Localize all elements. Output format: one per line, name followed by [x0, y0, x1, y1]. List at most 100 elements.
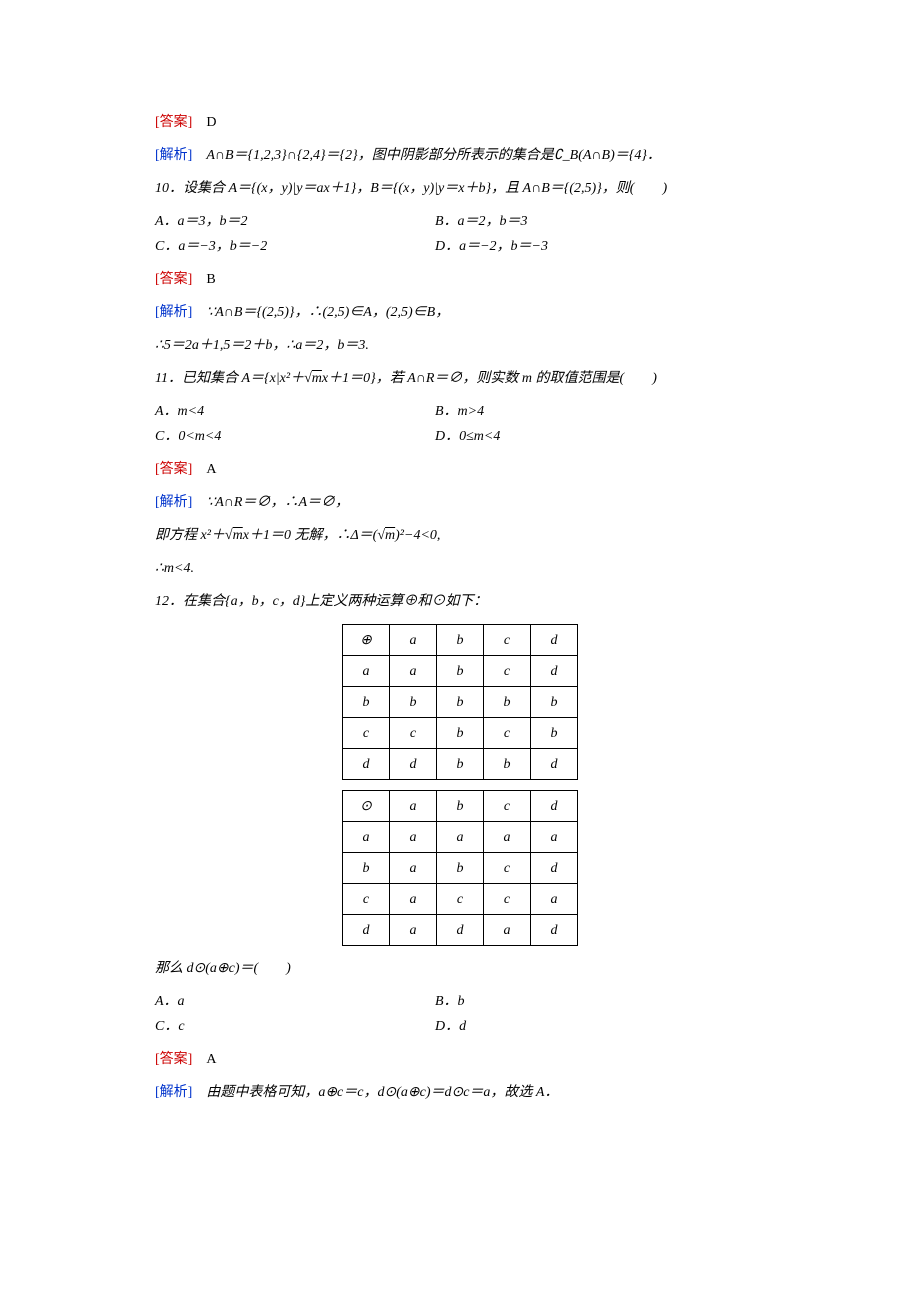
q12-table-dot: ⊙abcdaaaaababcdcaccadadad: [342, 790, 578, 946]
q12-optC: C．c: [155, 1016, 435, 1037]
q12-table-plus: ⊕abcdaabcdbbbbbccbcbddbbd: [342, 624, 578, 780]
table-cell: a: [390, 884, 437, 915]
q11-a2-post: )²−4<0,: [395, 528, 440, 543]
table-cell: c: [437, 884, 484, 915]
table-cell: d: [437, 915, 484, 946]
table-cell: a: [531, 884, 578, 915]
table-cell: a: [390, 822, 437, 853]
table-cell: c: [484, 718, 531, 749]
q11-a2-mid: x＋1＝0 无解，∴Δ＝(: [243, 528, 378, 543]
table-cell: c: [343, 884, 390, 915]
q11-stem-sqrt: m: [312, 371, 322, 386]
table-cell: c: [343, 718, 390, 749]
q11-optA: A．m<4: [155, 401, 435, 422]
q12-optB: B．b: [435, 991, 765, 1012]
q11-analysis3: ∴m<4.: [155, 558, 765, 579]
document-page: [答案] D [解析] A∩B＝{1,2,3}∩{2,4}＝{2}，图中阴影部分…: [0, 0, 920, 1302]
answer-label: [答案]: [155, 1052, 192, 1067]
q11-options-row1: A．m<4 B．m>4: [155, 401, 765, 422]
q11-optD: D．0≤m<4: [435, 426, 765, 447]
table-header-cell: b: [437, 625, 484, 656]
table-cell: a: [484, 822, 531, 853]
table-header-cell: b: [437, 791, 484, 822]
q12-analysis: [解析] 由题中表格可知，a⊕c＝c，d⊙(a⊕c)＝d⊙c＝a，故选 A．: [155, 1082, 765, 1103]
table-header-cell: a: [390, 625, 437, 656]
table-cell: d: [531, 853, 578, 884]
table-cell: b: [343, 853, 390, 884]
prev-analysis-line: [解析] A∩B＝{1,2,3}∩{2,4}＝{2}，图中阴影部分所表示的集合是…: [155, 145, 765, 166]
table-cell: b: [390, 687, 437, 718]
answer-label: [答案]: [155, 462, 192, 477]
q11-options-row2: C．0<m<4 D．0≤m<4: [155, 426, 765, 447]
table-header-cell: a: [390, 791, 437, 822]
table-cell: b: [484, 749, 531, 780]
q10-options-row1: A．a＝3，b＝2 B．a＝2，b＝3: [155, 211, 765, 232]
table-cell: b: [531, 687, 578, 718]
table-cell: b: [531, 718, 578, 749]
table-cell: b: [484, 687, 531, 718]
table-cell: a: [484, 915, 531, 946]
q11-a2-pre: 即方程 x²＋: [155, 528, 225, 543]
prev-answer-line: [答案] D: [155, 112, 765, 133]
table-cell: d: [390, 749, 437, 780]
table-cell: a: [343, 656, 390, 687]
q12-answer: A: [206, 1052, 216, 1067]
q10-answer: B: [206, 272, 215, 287]
table-header-cell: c: [484, 625, 531, 656]
q11-a2-sqrt2: m: [385, 528, 395, 543]
q12-optD: D．d: [435, 1016, 765, 1037]
table-cell: c: [390, 718, 437, 749]
q10-answer-line: [答案] B: [155, 269, 765, 290]
analysis-label: [解析]: [155, 148, 192, 163]
table-cell: c: [484, 656, 531, 687]
analysis-label: [解析]: [155, 1085, 192, 1100]
q10-analysis1: [解析] ∵A∩B＝{(2,5)}，∴(2,5)∈A，(2,5)∈B，: [155, 302, 765, 323]
table-cell: c: [484, 853, 531, 884]
q12-options-row1: A．a B．b: [155, 991, 765, 1012]
q11-answer: A: [206, 462, 216, 477]
q11-stem-post: x＋1＝0}，若 A∩R＝∅，则实数 m 的取值范围是( ): [322, 371, 657, 386]
table-header-cell: c: [484, 791, 531, 822]
prev-analysis-text: A∩B＝{1,2,3}∩{2,4}＝{2}，图中阴影部分所表示的集合是∁_B(A…: [206, 148, 661, 163]
table-cell: a: [390, 656, 437, 687]
q11-analysis1: [解析] ∵A∩R＝∅，∴A＝∅，: [155, 492, 765, 513]
q11-optB: B．m>4: [435, 401, 765, 422]
table-cell: d: [531, 656, 578, 687]
q11-stem-pre: 11．已知集合 A＝{x|x²＋: [155, 371, 304, 386]
table-cell: b: [437, 718, 484, 749]
q12-answer-line: [答案] A: [155, 1049, 765, 1070]
table-header-cell: d: [531, 791, 578, 822]
q12-stem-text: 12．在集合{a，b，c，d}上定义两种运算⊕和⊙如下：: [155, 594, 487, 609]
q11-optC: C．0<m<4: [155, 426, 435, 447]
q11-stem: 11．已知集合 A＝{x|x²＋√mx＋1＝0}，若 A∩R＝∅，则实数 m 的…: [155, 368, 765, 389]
q12-optA: A．a: [155, 991, 435, 1012]
q10-optC: C．a＝−3，b＝−2: [155, 236, 435, 257]
table-cell: c: [484, 884, 531, 915]
table-cell: d: [343, 749, 390, 780]
table-header-cell: d: [531, 625, 578, 656]
analysis-label: [解析]: [155, 495, 192, 510]
q11-answer-line: [答案] A: [155, 459, 765, 480]
table-cell: d: [531, 749, 578, 780]
answer-label: [答案]: [155, 272, 192, 287]
q12-question: 那么 d⊙(a⊕c)＝( ): [155, 958, 765, 979]
table-cell: b: [437, 687, 484, 718]
q12-analysis-text: 由题中表格可知，a⊕c＝c，d⊙(a⊕c)＝d⊙c＝a，故选 A．: [206, 1085, 558, 1100]
table-header-cell: ⊙: [343, 791, 390, 822]
q10-options-row2: C．a＝−3，b＝−2 D．a＝−2，b＝−3: [155, 236, 765, 257]
table-cell: d: [343, 915, 390, 946]
table-cell: b: [437, 853, 484, 884]
q12-stem: 12．在集合{a，b，c，d}上定义两种运算⊕和⊙如下：: [155, 591, 765, 612]
table-cell: a: [437, 822, 484, 853]
table-cell: a: [390, 915, 437, 946]
table-cell: a: [531, 822, 578, 853]
q10-analysis1-text: ∵A∩B＝{(2,5)}，∴(2,5)∈A，(2,5)∈B，: [206, 305, 449, 320]
q11-analysis1-text: ∵A∩R＝∅，∴A＝∅，: [206, 495, 349, 510]
prev-answer-value: D: [206, 115, 216, 130]
q10-analysis2: ∴5＝2a＋1,5＝2＋b，∴a＝2，b＝3.: [155, 335, 765, 356]
q10-stem-text: 10．设集合 A＝{(x，y)|y＝ax＋1}，B＝{(x，y)|y＝x＋b}，…: [155, 181, 667, 196]
table-cell: b: [343, 687, 390, 718]
q12-options-row2: C．c D．d: [155, 1016, 765, 1037]
table-cell: b: [437, 656, 484, 687]
q10-stem: 10．设集合 A＝{(x，y)|y＝ax＋1}，B＝{(x，y)|y＝x＋b}，…: [155, 178, 765, 199]
